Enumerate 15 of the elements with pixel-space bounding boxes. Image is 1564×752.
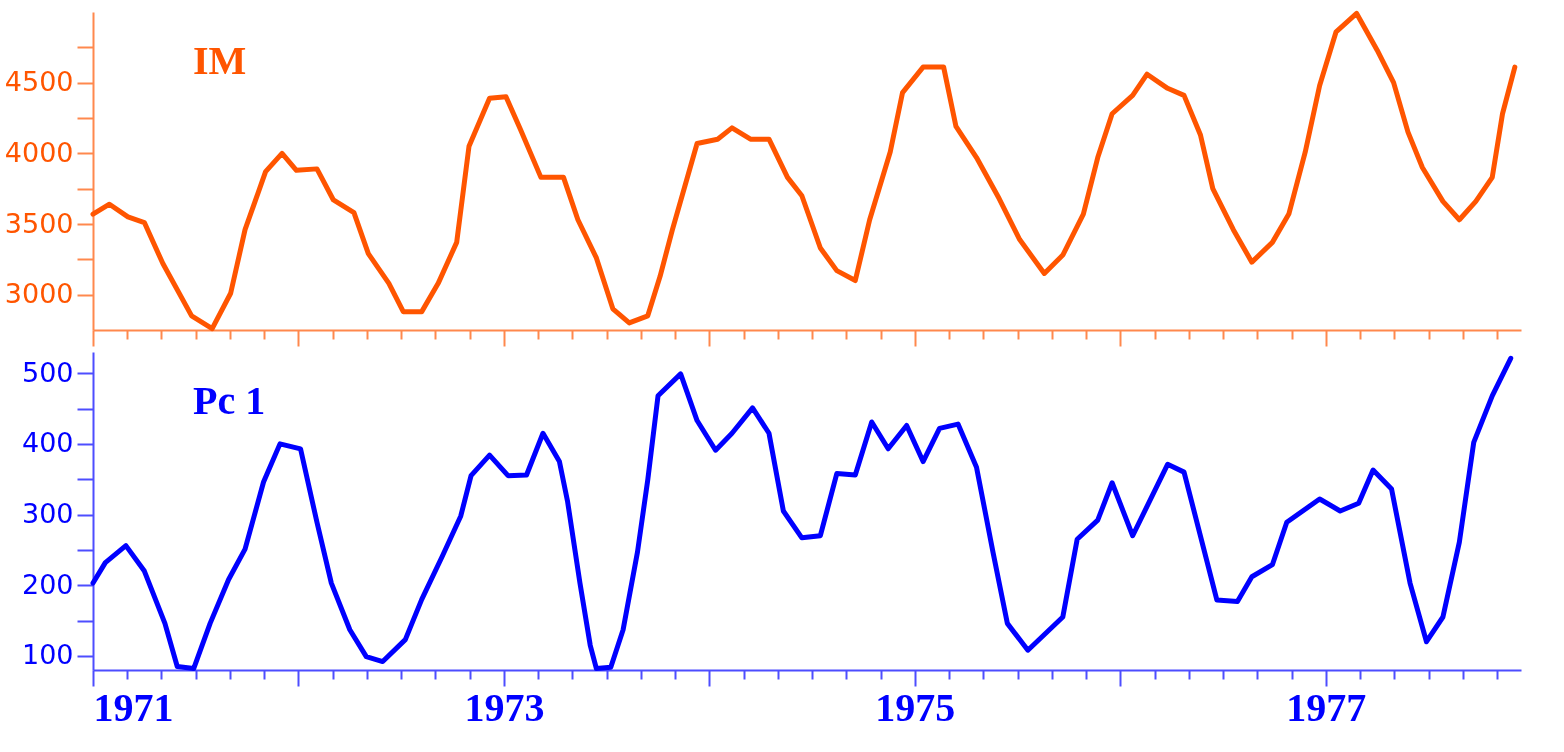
x-tick-label: 1977 [1286,684,1367,730]
x-tick-label: 1975 [875,684,956,730]
y-tick-label: 4000 [4,136,74,168]
x-tick-label: 1973 [464,684,545,730]
y-tick-label: 4500 [4,66,74,98]
series-label: Pc 1 [192,378,266,423]
x-tick-label: 1971 [93,684,174,730]
y-tick-label: 500 [21,356,74,388]
y-tick-label: 3500 [4,207,74,239]
y-tick-label: 3000 [4,278,74,310]
series-label: IM [192,38,247,83]
y-tick-label: 300 [21,498,74,530]
y-tick-label: 100 [21,639,74,671]
y-tick-label: 400 [21,427,74,459]
y-tick-label: 200 [21,568,74,600]
